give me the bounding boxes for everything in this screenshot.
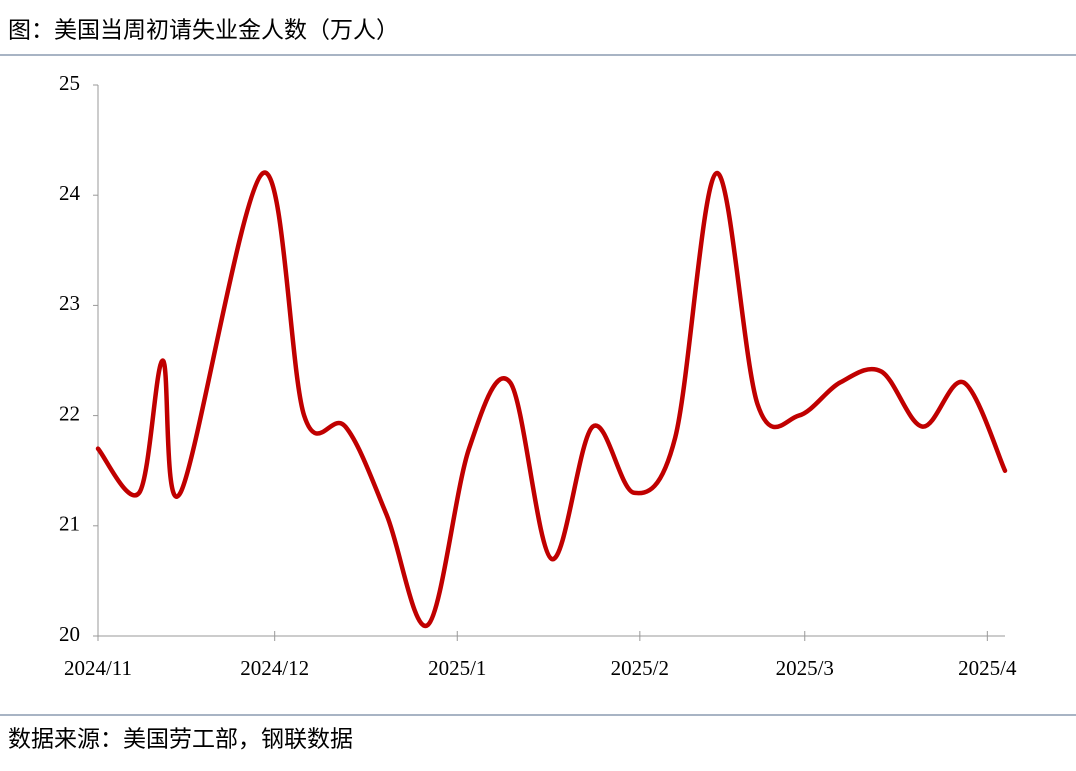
y-tick-label: 20 xyxy=(59,622,80,646)
y-tick-label: 21 xyxy=(59,512,80,536)
x-tick-label: 2025/3 xyxy=(776,656,834,680)
x-tick-label: 2025/2 xyxy=(611,656,669,680)
y-tick-label: 22 xyxy=(59,401,80,425)
x-tick-label: 2025/1 xyxy=(428,656,486,680)
source-note: 数据来源：美国劳工部，钢联数据 xyxy=(8,727,353,753)
y-tick-label: 25 xyxy=(59,71,80,95)
x-tick-label: 2024/12 xyxy=(240,656,309,680)
y-tick-label: 24 xyxy=(59,181,81,205)
chart-title: 图：美国当周初请失业金人数（万人） xyxy=(8,18,399,44)
x-tick-label: 2025/4 xyxy=(958,656,1017,680)
x-tick-label: 2024/11 xyxy=(64,656,132,680)
line-series xyxy=(95,170,1008,629)
y-tick-label: 23 xyxy=(59,291,80,315)
